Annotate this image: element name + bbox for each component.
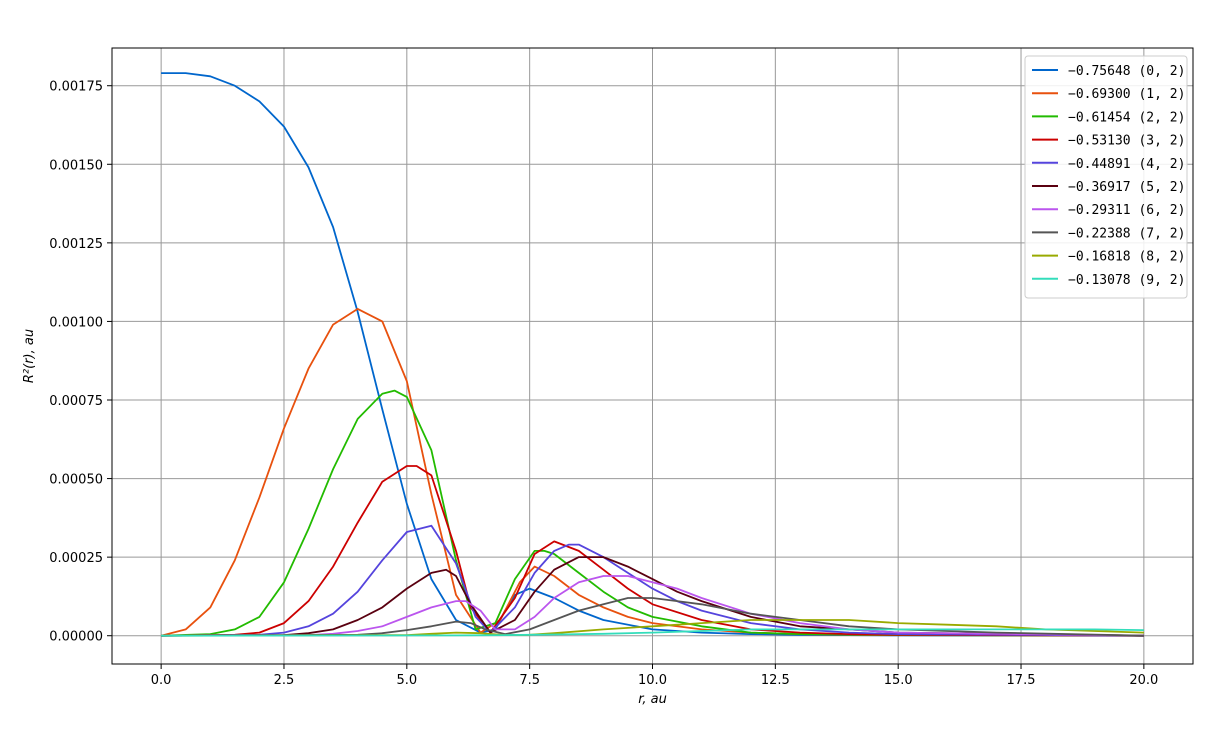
x-tick-label: 0.0	[151, 673, 172, 688]
x-tick-label: 20.0	[1129, 673, 1158, 688]
y-tick-label: 0.00100	[49, 315, 103, 330]
legend-label: −0.36917 (5, 2)	[1068, 180, 1185, 195]
legend-label: −0.69300 (1, 2)	[1068, 87, 1185, 102]
legend-label: −0.53130 (3, 2)	[1068, 134, 1185, 149]
series-line-4	[161, 524, 1144, 637]
legend-label: −0.13078 (9, 2)	[1068, 273, 1185, 288]
x-axis-label: r, au	[638, 692, 667, 707]
x-tick-label: 17.5	[1007, 673, 1036, 688]
y-axis-label: R²(r), au	[22, 329, 37, 383]
legend-label: −0.44891 (4, 2)	[1068, 157, 1185, 172]
y-tick-label: 0.00025	[49, 551, 103, 566]
y-tick-label: 0.00050	[49, 473, 103, 488]
y-tick-label: 0.00175	[49, 80, 103, 95]
legend: −0.75648 (0, 2) −0.69300 (1, 2) −0.61454 (…	[1024, 55, 1188, 299]
x-tick-label: 10.0	[638, 673, 667, 688]
grid	[112, 48, 1193, 664]
plot-frame	[111, 47, 1194, 665]
legend-label: −0.61454 (2, 2)	[1068, 110, 1185, 125]
plot-area	[160, 72, 1144, 637]
x-tick-label: 2.5	[274, 673, 295, 688]
y-tick-label: 0.00000	[49, 630, 103, 645]
legend-label: −0.29311 (6, 2)	[1068, 203, 1185, 218]
axis-ticks: 0.0 2.5 5.0 7.5 10.0 12.5 15.0 17.5 20.0 0.00000 0…	[49, 80, 1158, 688]
y-tick-label: 0.00150	[49, 158, 103, 173]
series-line-8	[161, 619, 1144, 637]
x-tick-label: 7.5	[519, 673, 540, 688]
series-line-9	[161, 628, 1144, 637]
x-tick-label: 5.0	[396, 673, 417, 688]
series-line-7	[161, 597, 1144, 637]
legend-label: −0.75648 (0, 2)	[1068, 64, 1185, 79]
y-tick-label: 0.00125	[49, 237, 103, 252]
legend-label: −0.22388 (7, 2)	[1068, 226, 1185, 241]
y-tick-label: 0.00075	[49, 394, 103, 409]
x-tick-label: 12.5	[761, 673, 790, 688]
legend-label: −0.16818 (8, 2)	[1068, 250, 1185, 265]
legend-box	[1024, 55, 1188, 299]
series-line-5	[161, 556, 1144, 637]
x-tick-label: 15.0	[884, 673, 913, 688]
